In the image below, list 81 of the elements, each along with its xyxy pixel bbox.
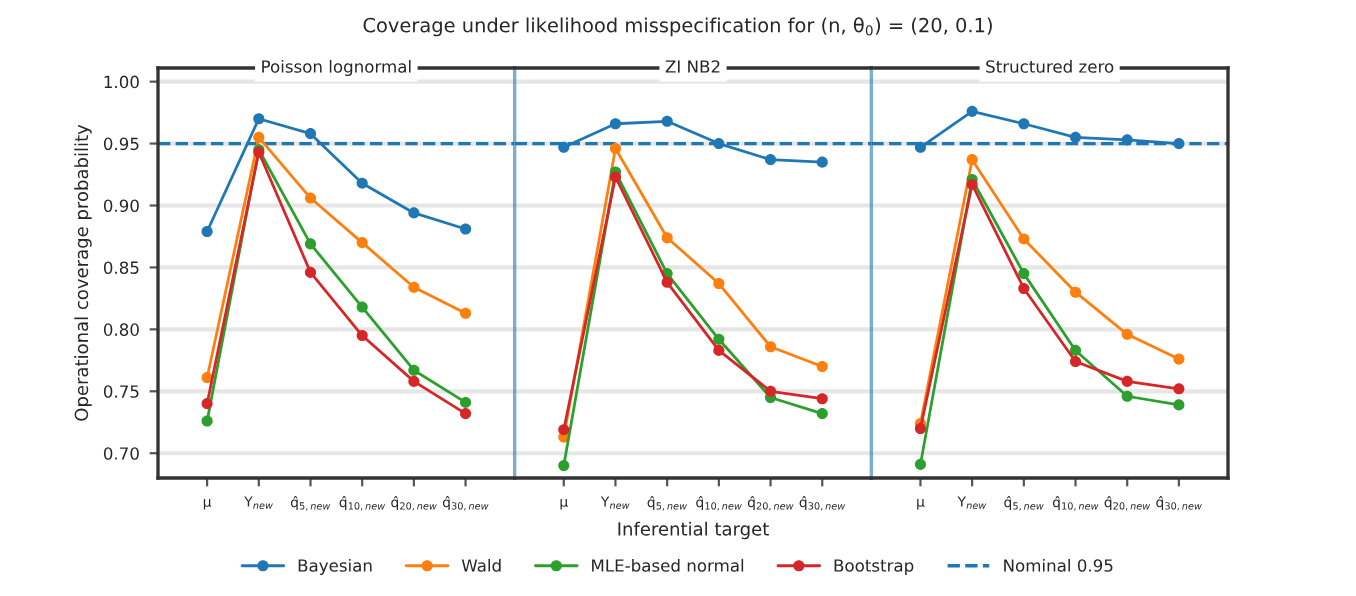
point <box>408 207 420 219</box>
point <box>356 237 368 249</box>
point <box>764 154 777 166</box>
point <box>1069 131 1082 143</box>
point <box>914 458 926 470</box>
point <box>966 105 978 117</box>
point <box>558 141 570 153</box>
y-tick-label: 0.95 <box>103 137 139 151</box>
point <box>558 460 570 472</box>
point <box>1018 268 1030 280</box>
point <box>1121 390 1133 402</box>
point <box>609 142 622 155</box>
point <box>661 232 673 244</box>
point <box>1121 134 1133 146</box>
y-tick-label: 0.80 <box>103 323 139 336</box>
point <box>1069 356 1082 368</box>
point <box>966 178 978 190</box>
y-tick-label: 0.75 <box>103 385 139 398</box>
chart-title: ZI NB2 <box>665 60 720 73</box>
point <box>304 128 317 140</box>
point <box>816 360 828 373</box>
point <box>201 398 213 410</box>
legend-label: Bootstrap <box>834 559 914 576</box>
point <box>201 415 213 427</box>
point <box>713 344 725 356</box>
y-tick-label: 0.90 <box>103 199 139 213</box>
point <box>408 375 420 387</box>
chart-title: Structured zero <box>986 59 1114 73</box>
legend-label: Nominal 0.95 <box>1004 558 1113 572</box>
y-tick-label: 0.70 <box>103 447 139 460</box>
point <box>713 333 725 345</box>
point <box>253 131 265 143</box>
point <box>408 281 420 293</box>
point <box>914 422 926 435</box>
point <box>661 276 673 288</box>
point <box>713 138 725 150</box>
point <box>609 171 622 183</box>
point <box>356 177 368 189</box>
point <box>966 154 978 166</box>
point <box>356 330 368 342</box>
point <box>1121 375 1133 387</box>
legend-label: Bayesian <box>298 558 372 576</box>
point <box>764 385 777 397</box>
point <box>661 115 673 127</box>
y-tick-label: 1.00 <box>104 75 139 89</box>
point <box>1121 328 1133 340</box>
point <box>558 424 570 436</box>
point <box>408 364 420 376</box>
point <box>1173 383 1185 395</box>
point <box>1069 344 1082 356</box>
text: Coverage under likelihood misspecification for (n, θ$_{0}$) = (20, 0.1) <box>363 17 992 37</box>
point <box>816 393 828 405</box>
point <box>1173 399 1185 411</box>
point <box>1018 118 1030 130</box>
point <box>304 192 317 204</box>
point <box>460 396 472 408</box>
y-axis-title: Operational coverage probability <box>74 124 92 421</box>
point <box>1173 138 1185 150</box>
point <box>201 225 213 238</box>
point <box>1018 233 1030 245</box>
point <box>609 118 622 130</box>
point <box>460 408 472 420</box>
point <box>1173 353 1185 365</box>
point <box>253 113 265 125</box>
point <box>816 156 828 168</box>
point <box>764 341 777 353</box>
point <box>304 238 317 250</box>
point <box>356 301 368 313</box>
point <box>1018 282 1030 295</box>
point <box>304 266 317 278</box>
point <box>460 223 472 235</box>
point <box>713 277 725 290</box>
chart-title: Poisson lognormal <box>262 59 411 77</box>
legend-label: MLE-based normal <box>592 558 744 572</box>
legend-label: Wald <box>461 558 501 572</box>
point <box>460 307 472 319</box>
x-axis-title: Inferential target <box>618 521 769 540</box>
point <box>914 141 926 153</box>
y-tick-label: 0.85 <box>103 261 139 274</box>
point <box>816 408 828 420</box>
point <box>1069 286 1082 298</box>
